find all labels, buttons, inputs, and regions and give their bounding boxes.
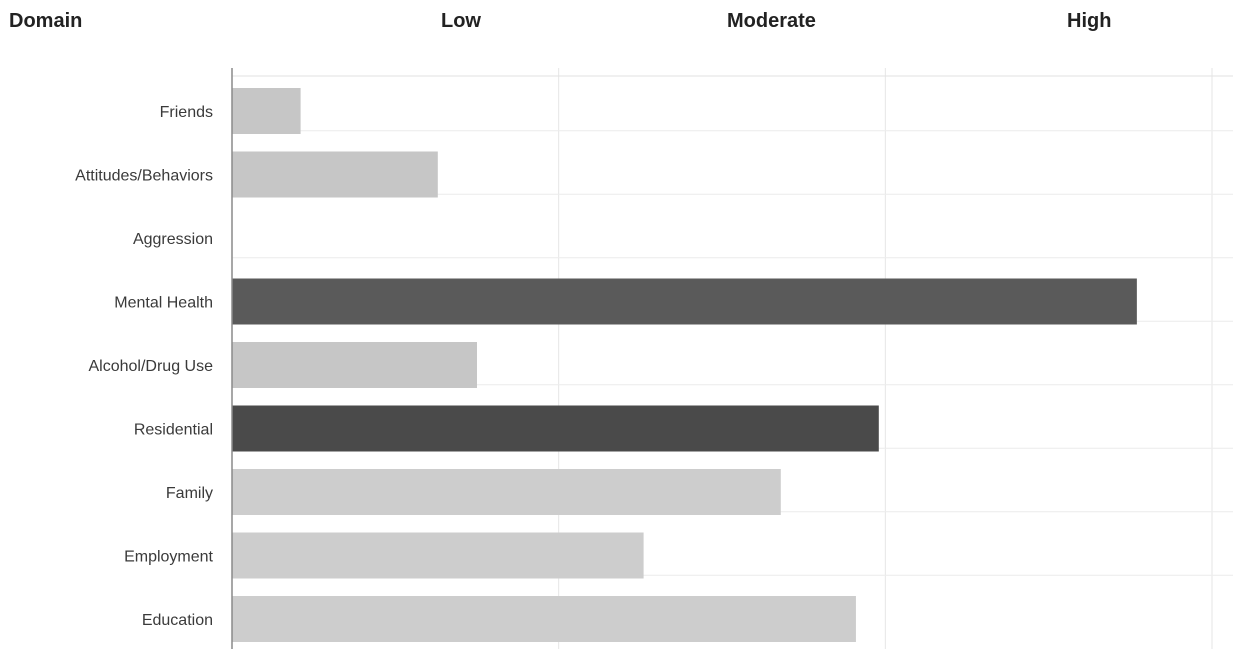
category-label: Education [142,612,213,629]
chart-bars [232,88,1137,642]
bar-mental-health [232,278,1137,325]
bar-attitudes-behaviors [232,151,438,198]
bar-employment [232,532,644,579]
category-label: Alcohol/Drug Use [89,358,214,375]
bar-education [232,596,856,642]
level-header-low: Low [441,10,481,32]
level-header-moderate: Moderate [727,10,816,32]
category-label: Friends [160,104,213,121]
chart-category-labels: Friends Attitudes/Behaviors Aggression Ment… [75,104,213,629]
category-label: Employment [124,549,213,566]
bar-family [232,469,781,515]
level-header-high: High [1067,10,1112,32]
category-label: Aggression [133,231,213,248]
bar-alcohol-drug-use [232,342,477,388]
category-label: Mental Health [114,295,213,312]
bar-friends [232,88,301,134]
category-label: Attitudes/Behaviors [75,168,213,185]
category-label: Residential [134,422,213,439]
domain-column-header: Domain [9,10,83,32]
bar-residential [232,405,879,452]
category-label: Family [166,485,213,502]
